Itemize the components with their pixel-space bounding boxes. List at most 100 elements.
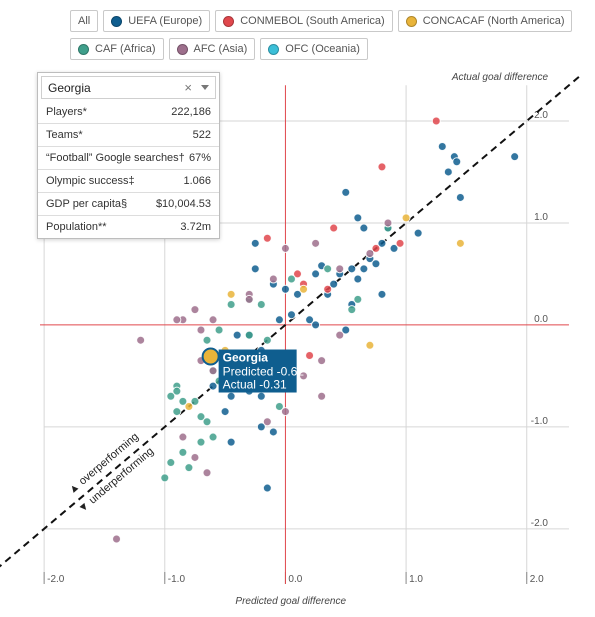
data-point[interactable] bbox=[250, 264, 260, 274]
data-point[interactable] bbox=[208, 381, 218, 391]
data-point[interactable] bbox=[341, 325, 351, 335]
data-point[interactable] bbox=[166, 458, 176, 468]
filter-button-5[interactable]: OFC (Oceania) bbox=[260, 38, 368, 60]
clear-icon[interactable]: × bbox=[184, 80, 192, 95]
data-point[interactable] bbox=[311, 320, 321, 330]
data-point[interactable] bbox=[401, 213, 411, 223]
data-point[interactable] bbox=[329, 223, 339, 233]
data-point[interactable] bbox=[226, 289, 236, 299]
data-point[interactable] bbox=[359, 264, 369, 274]
georgia-highlight-point[interactable] bbox=[201, 347, 220, 366]
data-point[interactable] bbox=[178, 447, 188, 457]
data-point[interactable] bbox=[395, 238, 405, 248]
data-point[interactable] bbox=[341, 187, 351, 197]
data-point[interactable] bbox=[510, 152, 520, 162]
data-point[interactable] bbox=[262, 233, 272, 243]
data-point[interactable] bbox=[353, 294, 363, 304]
data-point[interactable] bbox=[250, 238, 260, 248]
data-point[interactable] bbox=[190, 305, 200, 315]
data-point[interactable] bbox=[172, 315, 182, 325]
data-point[interactable] bbox=[196, 437, 206, 447]
filter-button-1[interactable]: CONMEBOL (South America) bbox=[215, 10, 393, 32]
data-point[interactable] bbox=[377, 162, 387, 172]
data-point[interactable] bbox=[256, 422, 266, 432]
filter-button-2[interactable]: CONCACAF (North America) bbox=[397, 10, 573, 32]
data-point[interactable] bbox=[286, 274, 296, 284]
data-point[interactable] bbox=[184, 463, 194, 473]
data-point[interactable] bbox=[220, 407, 230, 417]
data-point[interactable] bbox=[262, 335, 272, 345]
data-point[interactable] bbox=[359, 223, 369, 233]
data-point[interactable] bbox=[268, 274, 278, 284]
data-point[interactable] bbox=[226, 391, 236, 401]
data-point[interactable] bbox=[413, 228, 423, 238]
data-point[interactable] bbox=[208, 432, 218, 442]
data-point[interactable] bbox=[202, 335, 212, 345]
data-point[interactable] bbox=[443, 167, 453, 177]
data-point[interactable] bbox=[280, 243, 290, 253]
data-point[interactable] bbox=[353, 274, 363, 284]
data-point[interactable] bbox=[202, 417, 212, 427]
data-point[interactable] bbox=[371, 259, 381, 269]
data-point[interactable] bbox=[112, 534, 122, 544]
filter-button-4[interactable]: AFC (Asia) bbox=[168, 38, 256, 60]
data-point[interactable] bbox=[377, 238, 387, 248]
data-point[interactable] bbox=[329, 279, 339, 289]
data-point[interactable] bbox=[274, 315, 284, 325]
data-point[interactable] bbox=[208, 366, 218, 376]
data-point[interactable] bbox=[293, 289, 302, 299]
data-point[interactable] bbox=[196, 325, 206, 335]
data-point[interactable] bbox=[299, 284, 309, 294]
data-point[interactable] bbox=[317, 391, 327, 401]
data-point[interactable] bbox=[190, 396, 200, 406]
data-point[interactable] bbox=[184, 401, 194, 411]
data-point[interactable] bbox=[214, 325, 224, 335]
data-point[interactable] bbox=[305, 350, 315, 360]
data-point[interactable] bbox=[172, 407, 182, 417]
data-point[interactable] bbox=[431, 116, 441, 126]
data-point[interactable] bbox=[335, 264, 345, 274]
data-point[interactable] bbox=[256, 300, 266, 310]
data-point[interactable] bbox=[226, 300, 236, 310]
data-point[interactable] bbox=[268, 427, 278, 437]
data-point[interactable] bbox=[323, 284, 333, 294]
data-point[interactable] bbox=[452, 157, 462, 167]
data-point[interactable] bbox=[389, 243, 399, 253]
data-point[interactable] bbox=[274, 401, 284, 411]
chevron-down-icon[interactable] bbox=[201, 85, 209, 90]
filter-button-3[interactable]: CAF (Africa) bbox=[70, 38, 164, 60]
filter-button-0[interactable]: UEFA (Europe) bbox=[103, 10, 211, 32]
data-point[interactable] bbox=[286, 310, 296, 320]
country-select[interactable]: Georgia × bbox=[41, 76, 216, 99]
data-point[interactable] bbox=[317, 356, 327, 366]
data-point[interactable] bbox=[262, 483, 272, 493]
data-point[interactable] bbox=[347, 305, 357, 315]
data-point[interactable] bbox=[371, 243, 381, 253]
data-point[interactable] bbox=[299, 371, 309, 381]
data-point[interactable] bbox=[455, 238, 465, 248]
data-point[interactable] bbox=[311, 269, 321, 279]
data-point[interactable] bbox=[262, 417, 272, 427]
data-point[interactable] bbox=[232, 330, 242, 340]
data-point[interactable] bbox=[305, 315, 315, 325]
data-point[interactable] bbox=[226, 437, 236, 447]
data-point[interactable] bbox=[293, 269, 302, 279]
data-point[interactable] bbox=[377, 289, 387, 299]
data-point[interactable] bbox=[455, 192, 465, 202]
data-point[interactable] bbox=[202, 468, 212, 478]
data-point[interactable] bbox=[172, 386, 182, 396]
data-point[interactable] bbox=[178, 432, 188, 442]
data-point[interactable] bbox=[365, 340, 375, 350]
data-point[interactable] bbox=[280, 407, 290, 417]
data-point[interactable] bbox=[353, 213, 363, 223]
data-point[interactable] bbox=[365, 249, 375, 259]
data-point[interactable] bbox=[160, 473, 170, 483]
data-point[interactable] bbox=[280, 284, 290, 294]
data-point[interactable] bbox=[190, 452, 200, 462]
data-point[interactable] bbox=[437, 141, 447, 151]
data-point[interactable] bbox=[256, 391, 266, 401]
data-point[interactable] bbox=[166, 391, 176, 401]
data-point[interactable] bbox=[347, 264, 357, 274]
data-point[interactable] bbox=[311, 238, 321, 248]
data-point[interactable] bbox=[244, 294, 254, 304]
